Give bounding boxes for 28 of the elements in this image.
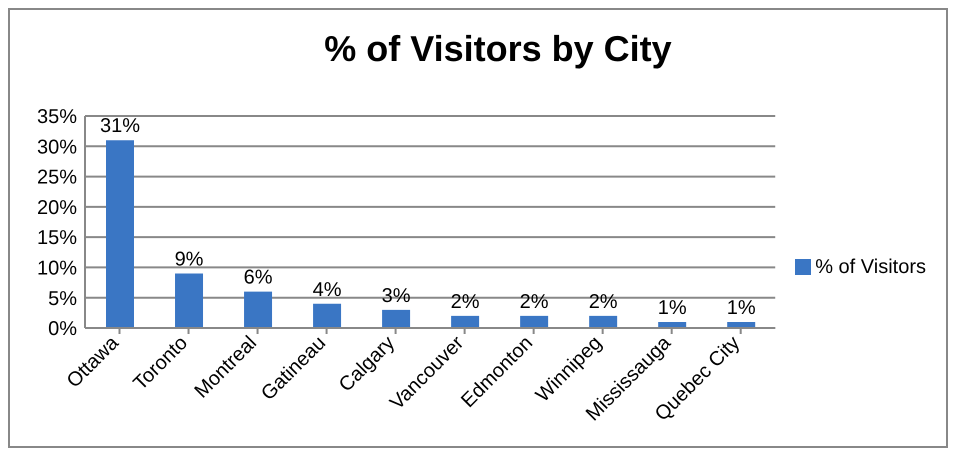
y-tick-label: 35% xyxy=(36,106,78,128)
chart-title: % of Visitors by City xyxy=(323,27,673,71)
y-tick-label: 30% xyxy=(36,136,78,158)
bar xyxy=(106,140,134,328)
y-tick-label: 15% xyxy=(36,227,78,250)
bar xyxy=(382,310,410,328)
data-label: 2% xyxy=(520,290,549,313)
y-tick-label: 25% xyxy=(36,166,78,189)
bar xyxy=(520,316,548,328)
y-tick-label: 0% xyxy=(48,318,78,340)
y-tick-label: 10% xyxy=(36,258,78,280)
bar xyxy=(313,304,342,328)
y-tick-label: 5% xyxy=(48,288,78,310)
data-label: 4% xyxy=(312,278,342,301)
legend-label: % of Visitors xyxy=(815,256,926,278)
data-label: 6% xyxy=(244,266,273,289)
bar xyxy=(175,273,204,328)
data-label: 1% xyxy=(658,296,687,319)
data-label: 3% xyxy=(382,284,411,307)
bar xyxy=(451,316,480,328)
data-label: 2% xyxy=(588,290,618,313)
data-label: 2% xyxy=(450,290,480,313)
y-tick-label: 20% xyxy=(36,196,78,219)
data-label: 9% xyxy=(174,248,204,270)
data-label: 31% xyxy=(100,115,140,138)
data-label: 1% xyxy=(726,296,756,319)
bar xyxy=(589,316,618,328)
bar xyxy=(244,292,272,328)
